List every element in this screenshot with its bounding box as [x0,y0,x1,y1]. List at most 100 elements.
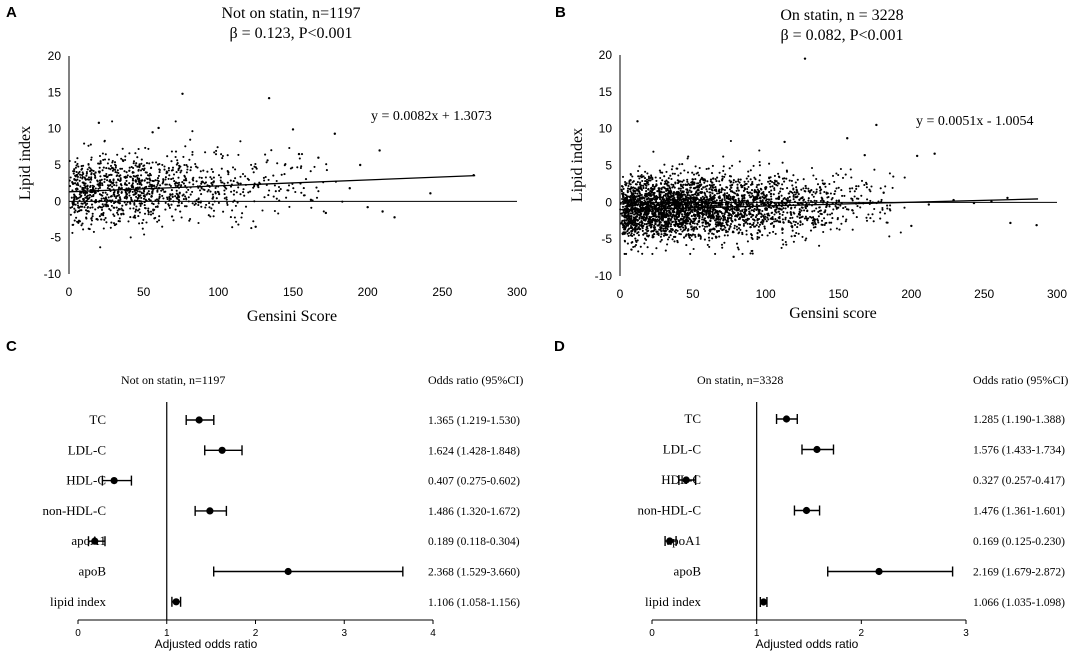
panel-a-point [104,191,107,194]
panel-a-point [137,196,140,199]
panel-a-point [126,174,129,177]
panel-b-point [650,210,653,213]
panel-b-point [780,208,783,211]
panel-b-point [682,190,685,193]
panel-b-point [868,188,871,191]
panel-a-point [160,189,163,192]
panel-b-point [756,235,759,239]
panel-b-point-outlier [1009,221,1012,225]
panel-b-point [711,232,714,235]
panel-b-point [630,207,633,210]
panel-a-point [168,183,171,186]
panel-b-point [790,179,793,182]
panel-b-point [821,198,824,201]
panel-a-point [247,191,250,194]
panel-b-point [630,232,633,235]
panel-a-point [134,152,137,155]
panel-b-point [769,200,772,203]
panel-a-point [143,201,146,204]
panel-a-point [73,198,76,201]
panel-b-point [815,188,818,191]
panel-b-point [622,202,625,205]
panel-a-point [77,206,80,209]
panel-a-point [204,176,207,179]
panel-b-point [825,206,828,209]
panel-b-point [690,202,693,205]
panel-a-point [90,199,93,202]
panel-b-point [738,181,741,184]
panel-a-point-outlier [381,210,384,213]
panel-b-point [681,194,684,198]
panel-b-point [720,217,723,220]
panel-b-point [812,174,815,177]
panel-b-point [655,204,658,207]
panel-d-or-point [875,567,883,576]
panel-b-point [823,217,826,220]
panel-b-point [732,195,735,198]
panel-b-xtick-label: 300 [1047,287,1067,301]
panel-b-point [812,190,815,194]
panel-b-point [767,180,770,183]
panel-a-point [131,190,134,193]
panel-b-point [700,188,703,191]
panel-a-point [80,191,83,194]
panel-b-point [832,208,835,211]
panel-b-point [688,211,691,214]
panel-b-point [707,167,710,170]
panel-b-point [692,173,696,176]
panel-b-point [792,194,795,197]
panel-b-point [676,167,679,170]
panel-b-point [758,236,761,239]
panel-a-point [287,189,290,192]
panel-b-point [727,197,730,200]
panel-b-point [720,203,723,206]
panel-a-point [76,173,79,176]
panel-b-point [662,212,665,215]
panel-a-point [156,189,159,192]
panel-a-point [191,202,194,205]
panel-a-point [143,179,146,182]
panel-d-plot-area: 0 1 2 3TC 1.285 (1.190-1.388)LDL-C 1.576 (1.4… [637,402,1065,639]
panel-b-point [663,202,666,205]
panel-a-point [140,158,143,161]
panel-a-point [110,204,113,207]
panel-a-point [101,182,104,185]
panel-b-point [644,180,647,183]
panel-b-point [865,181,868,184]
panel-a-point [191,150,194,154]
panel-a-point [105,167,108,170]
panel-b-point [689,183,692,186]
panel-a-point [176,182,179,185]
panel-b-point [865,216,868,219]
panel-a-point [84,203,87,207]
panel-b-point [636,212,639,215]
panel-a-point [79,173,82,176]
panel-a-point [162,197,165,200]
panel-b-point [702,201,705,204]
panel-d-row-or-text: 1.066 (1.035-1.098) [973,597,1065,609]
panel-b-point [638,199,641,202]
panel-b-point [782,207,785,210]
panel-b-point [689,252,692,255]
panel-b-point [709,178,713,181]
panel-b-point [841,194,844,197]
panel-b-point [646,195,649,198]
panel-b-point [752,201,755,204]
panel-b-point [840,189,843,192]
panel-b-point [638,190,641,193]
panel-b-point [801,197,804,200]
panel-a-point [131,182,134,185]
panel-b-point [688,201,691,204]
panel-b-point [806,209,809,212]
panel-b-point [718,235,721,238]
panel-b-point [653,186,656,189]
panel-b-point [766,216,769,219]
panel-a-point [167,204,170,207]
panel-b-point [823,190,826,194]
panel-a-point [136,174,139,177]
panel-b-point [813,199,816,202]
panel-a-point [113,184,116,187]
panel-a-point [189,193,192,196]
panel-b-point [654,195,657,199]
